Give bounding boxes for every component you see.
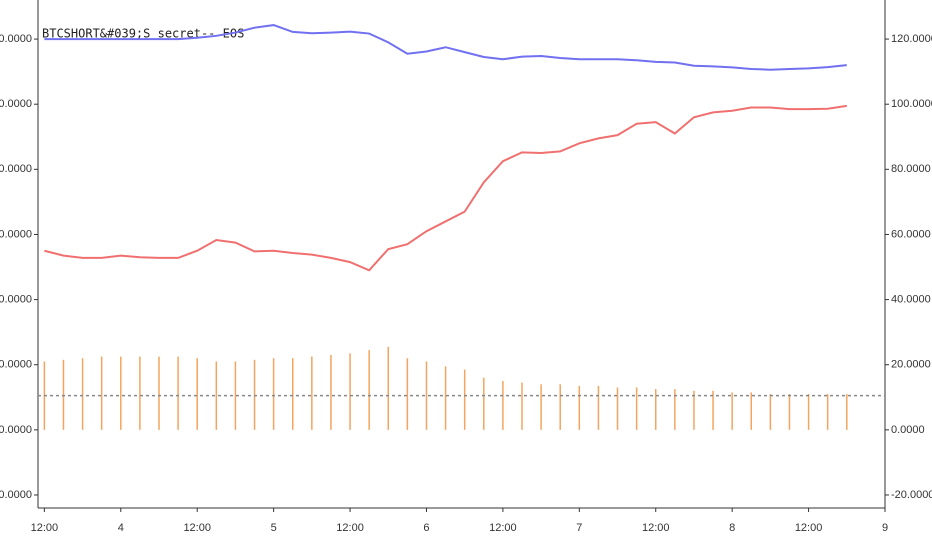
y2-tick-label: -20.0000 — [891, 489, 932, 501]
x-tick-label: 5 — [271, 522, 277, 534]
y-tick-label: 120.0000 — [0, 33, 32, 45]
y-tick-label: 0.0000 — [0, 424, 32, 436]
x-tick-label: 12:00 — [31, 522, 59, 534]
chart-title: BTCSHORT&#039;S secret-- EOS — [42, 27, 244, 41]
y-tick-label: 40.0000 — [0, 293, 32, 305]
y2-tick-label: 40.0000 — [891, 293, 931, 305]
x-tick-label: 6 — [423, 522, 429, 534]
y2-tick-label: 0.0000 — [891, 424, 925, 436]
y2-tick-label: 20.0000 — [891, 359, 931, 371]
y2-tick-label: 80.0000 — [891, 163, 931, 175]
y-tick-label: -20.0000 — [0, 489, 32, 501]
y2-tick-label: 60.0000 — [891, 228, 931, 240]
x-tick-label: 12:00 — [489, 522, 517, 534]
y2-tick-label: 100.0000 — [891, 98, 932, 110]
y-tick-label: 100.0000 — [0, 98, 32, 110]
x-tick-label: 12:00 — [183, 522, 211, 534]
x-tick-label: 7 — [576, 522, 582, 534]
y-tick-label: 60.0000 — [0, 228, 32, 240]
x-tick-label: 8 — [729, 522, 735, 534]
line — [44, 24, 847, 71]
x-tick-label: 4 — [118, 522, 124, 534]
y2-tick-label: 120.0000 — [891, 33, 932, 45]
x-tick-label: 12:00 — [336, 522, 364, 534]
y-tick-label: 20.0000 — [0, 359, 32, 371]
y-tick-label: 80.0000 — [0, 163, 32, 175]
line — [44, 104, 847, 272]
x-tick-label: 12:00 — [795, 522, 823, 534]
x-tick-label: 9 — [882, 522, 888, 534]
x-tick-label: 12:00 — [642, 522, 670, 534]
